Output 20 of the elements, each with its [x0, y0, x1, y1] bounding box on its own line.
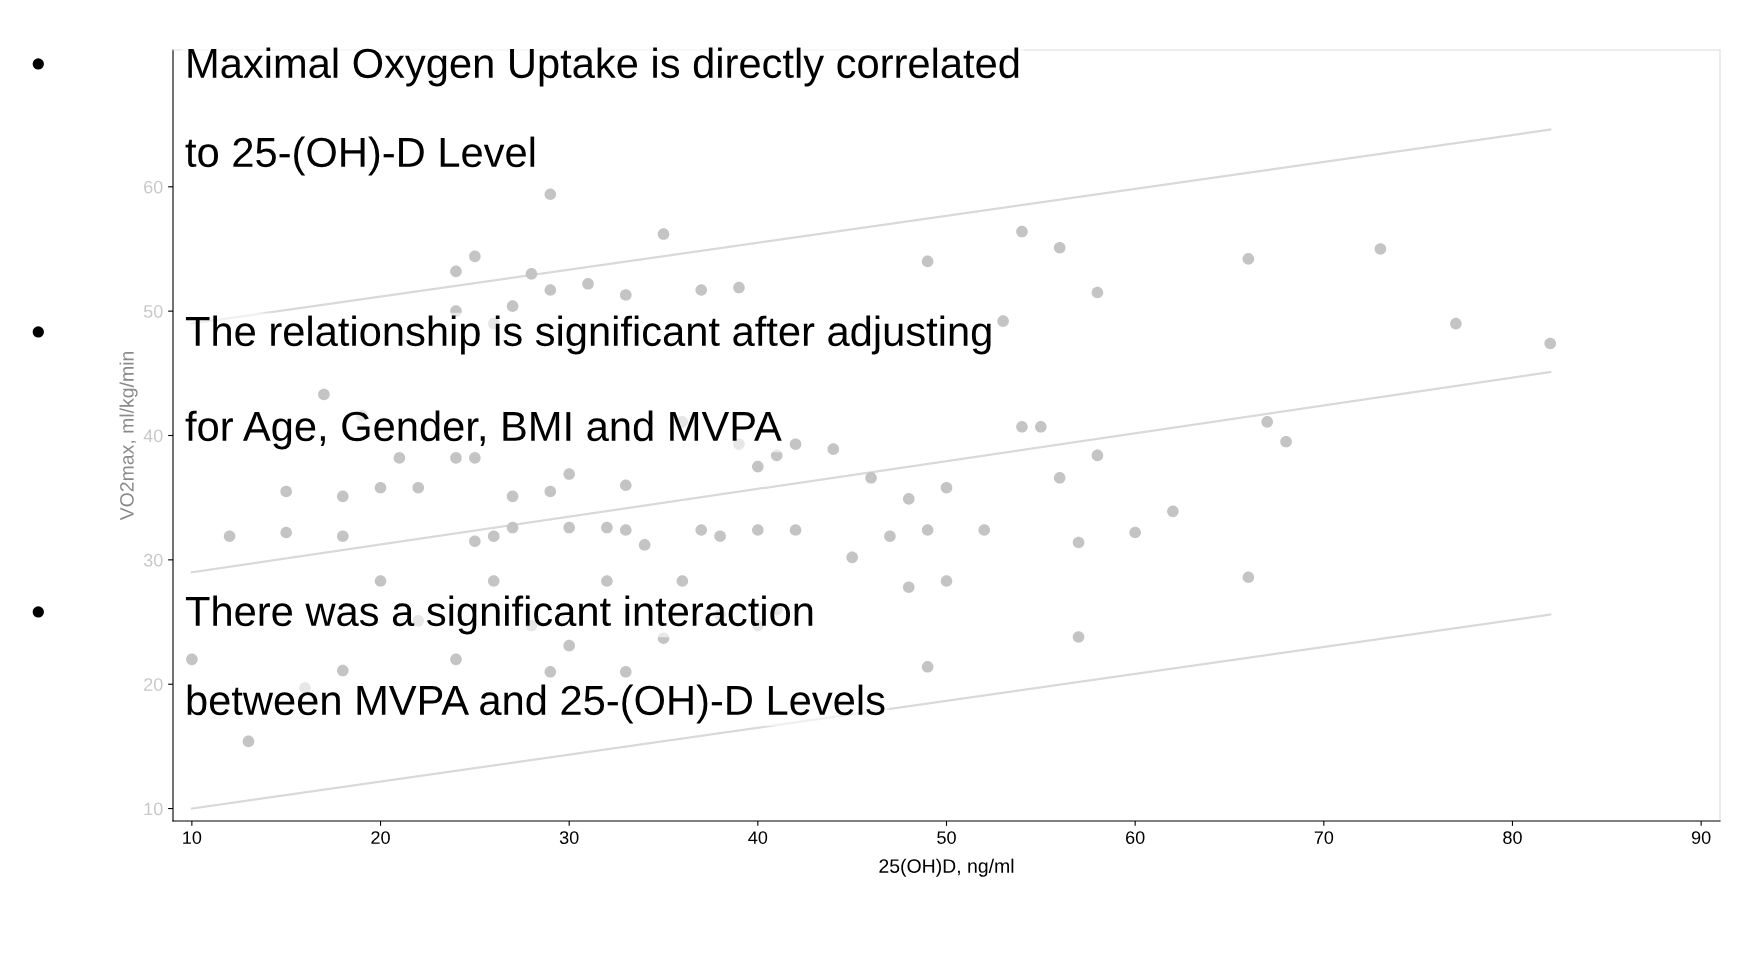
- annotation: for Age, Gender, BMI and MVPA: [185, 410, 782, 450]
- x-tick-label: 60: [1126, 831, 1145, 844]
- y-axis-title: VO2max, ml/kg/min: [119, 351, 138, 521]
- annotation: to 25-(OH)-D Level: [185, 136, 535, 176]
- text: •: [32, 326, 44, 338]
- x-tick-label: 20: [371, 831, 390, 844]
- text: •: [32, 606, 44, 618]
- x-axis-title: 25(OH)D, ng/ml: [879, 858, 1014, 877]
- text: •: [32, 58, 44, 70]
- annotation: The relationship is significant after adjusting: [185, 315, 991, 355]
- annotation: There was a significant interaction: [185, 595, 813, 635]
- x-tick-label: 40: [748, 831, 768, 844]
- annotation: between MVPA and 25-(OH)-D Levels: [187, 684, 885, 724]
- x-tick-label: 50: [937, 831, 956, 844]
- x-tick-label: 90: [1691, 831, 1711, 844]
- x-tick-label: 30: [559, 831, 579, 844]
- annotation: Maximal Oxygen Uptake is directly correlated: [188, 47, 1019, 87]
- x-tick-label: 10: [183, 831, 202, 844]
- x-tick-label: 70: [1314, 831, 1334, 844]
- x-tick-label: 80: [1503, 831, 1522, 844]
